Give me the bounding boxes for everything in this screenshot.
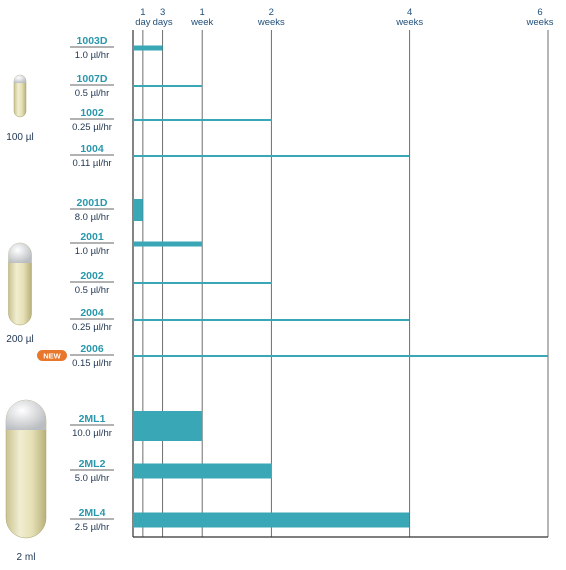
flow-rate: 8.0 µl/hr xyxy=(75,212,110,223)
flow-rate: 0.25 µl/hr xyxy=(72,122,112,133)
pump-image-1: 200 µl xyxy=(6,242,34,345)
model-label-2002: 2002 0.5 µl/hr xyxy=(70,270,114,296)
model-name: 2001D xyxy=(77,197,108,209)
model-label-2ML4: 2ML4 2.5 µl/hr xyxy=(70,507,114,533)
new-badge-shape xyxy=(37,350,67,361)
flow-rate: 0.25 µl/hr xyxy=(72,322,112,333)
tick-label-top-4: 4 xyxy=(407,7,412,18)
model-name: 1002 xyxy=(80,107,104,119)
model-label-2004: 2004 0.25 µl/hr xyxy=(70,307,114,333)
model-name: 1004 xyxy=(80,143,104,155)
volume-label: 2 ml xyxy=(17,552,36,563)
model-label-2001: 2001 1.0 µl/hr xyxy=(70,231,114,257)
model-label-1007D: 1007D 0.5 µl/hr xyxy=(70,73,114,99)
flow-rate: 5.0 µl/hr xyxy=(75,473,110,484)
tick-label-bottom-5: weeks xyxy=(526,17,554,28)
new-badge-label: NEW xyxy=(43,352,61,361)
tick-label-bottom-4: weeks xyxy=(395,17,423,28)
pump-image-2: 2 ml xyxy=(5,399,47,563)
bar-2004 xyxy=(133,319,410,321)
model-name: 2ML4 xyxy=(79,507,106,519)
flow-rate: 1.0 µl/hr xyxy=(75,246,110,257)
flow-rate: 2.5 µl/hr xyxy=(75,522,110,533)
flow-rate: 0.15 µl/hr xyxy=(72,358,112,369)
model-label-2ML2: 2ML2 5.0 µl/hr xyxy=(70,458,114,484)
pump-images: 100 µl 200 µl 2 ml xyxy=(5,74,47,563)
bar-1002 xyxy=(133,119,272,121)
tick-label-bottom-0: day xyxy=(135,17,151,28)
model-labels: 1003D 1.0 µl/hr 1007D 0.5 µl/hr 1002 0.25 µl/… xyxy=(37,35,114,533)
model-label-2001D: 2001D 8.0 µl/hr xyxy=(70,197,114,223)
tick-label-bottom-2: week xyxy=(190,17,213,28)
bar-1004 xyxy=(133,155,410,157)
pump-image-0: 100 µl xyxy=(6,74,34,143)
bar-2ML2 xyxy=(133,463,272,479)
tick-label-top-0: 1 xyxy=(140,7,145,18)
pump-cap xyxy=(6,400,46,430)
model-label-1004: 1004 0.11 µl/hr xyxy=(70,143,114,169)
model-name: 2001 xyxy=(80,231,104,243)
model-label-1002: 1002 0.25 µl/hr xyxy=(70,107,114,133)
flow-rate: 0.5 µl/hr xyxy=(75,285,110,296)
tick-label-bottom-3: weeks xyxy=(257,17,285,28)
bar-1003D xyxy=(133,45,163,51)
pump-cap xyxy=(8,243,32,263)
bar-2006 xyxy=(133,355,548,357)
bar-2ML4 xyxy=(133,512,410,528)
model-name: 2002 xyxy=(80,270,104,282)
model-name: 2ML2 xyxy=(79,458,106,470)
model-name: 1007D xyxy=(77,73,108,85)
tick-label-bottom-1: days xyxy=(153,17,173,28)
tick-label-top-5: 6 xyxy=(537,7,542,18)
bar-2001D xyxy=(133,199,143,221)
flow-rate: 0.5 µl/hr xyxy=(75,88,110,99)
model-name: 1003D xyxy=(77,35,108,47)
model-name: 2004 xyxy=(80,307,104,319)
volume-label: 200 µl xyxy=(6,334,33,345)
tick-label-top-2: 1 xyxy=(200,7,205,18)
tick-label-top-1: 3 xyxy=(160,7,165,18)
flow-rate: 1.0 µl/hr xyxy=(75,50,110,61)
model-name: 2006 xyxy=(80,343,104,355)
tick-label-top-3: 2 xyxy=(269,7,274,18)
flow-rate: 0.11 µl/hr xyxy=(72,158,111,169)
bar-2001 xyxy=(133,241,203,247)
bar-1007D xyxy=(133,85,203,87)
bar-2ML1 xyxy=(133,411,203,441)
bar-2002 xyxy=(133,282,272,284)
model-label-2006: 2006 0.15 µl/hr xyxy=(70,343,114,369)
volume-label: 100 µl xyxy=(6,132,33,143)
new-badge: NEW xyxy=(37,350,67,361)
pump-body xyxy=(8,242,32,326)
bars xyxy=(133,45,548,528)
pump-cap xyxy=(14,75,26,83)
model-label-1003D: 1003D 1.0 µl/hr xyxy=(70,35,114,61)
model-label-2ML1: 2ML1 10.0 µl/hr xyxy=(70,413,114,439)
model-name: 2ML1 xyxy=(79,413,106,425)
flow-rate: 10.0 µl/hr xyxy=(72,428,112,439)
